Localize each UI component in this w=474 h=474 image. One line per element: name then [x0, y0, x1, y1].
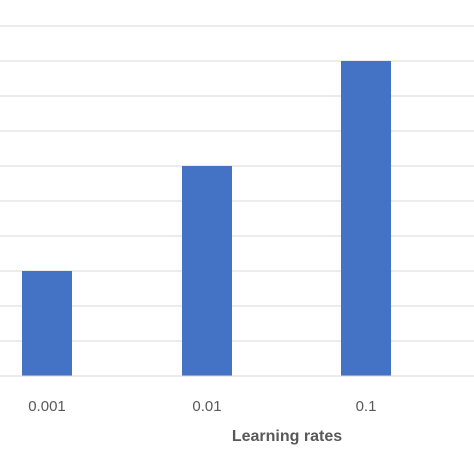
x-tick-label: 0.001 — [28, 398, 66, 415]
x-tick-labels: 0.001 0.01 0.1 — [28, 398, 376, 415]
bar-0.001 — [22, 271, 72, 376]
bar-0.1 — [341, 61, 391, 376]
x-axis-title: Learning rates — [232, 428, 342, 445]
x-tick-label: 0.01 — [192, 398, 221, 415]
bars — [22, 61, 391, 376]
x-tick-label: 0.1 — [356, 398, 377, 415]
bar-0.01 — [182, 166, 232, 376]
gridlines — [0, 25, 474, 342]
